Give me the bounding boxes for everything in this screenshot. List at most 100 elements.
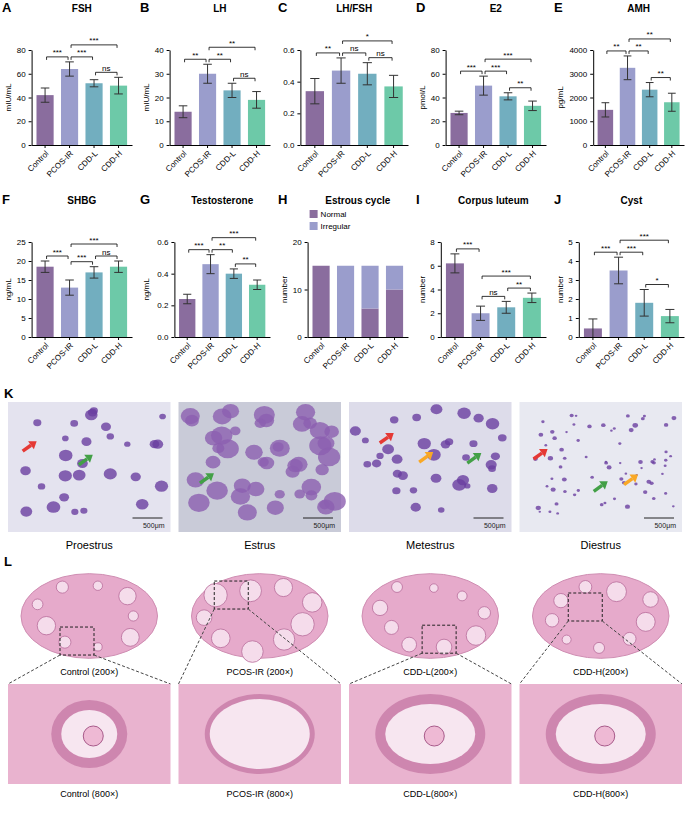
- marks: [598, 56, 680, 145]
- arrow-head: [539, 449, 548, 457]
- significance: ns: [369, 49, 392, 61]
- x-tick-label: CDD-H: [375, 341, 400, 366]
- error-bar: [363, 63, 372, 85]
- significance-label: ns: [350, 44, 358, 53]
- bar: [85, 272, 102, 337]
- error-bar-stem: [454, 254, 455, 273]
- follicle: [607, 582, 627, 602]
- significance-label: **: [516, 280, 522, 289]
- y-tick-mark: [29, 318, 32, 319]
- follicle: [545, 614, 558, 627]
- significance: ***: [71, 36, 117, 48]
- follicle: [240, 580, 262, 602]
- error-bar-stem: [605, 103, 606, 117]
- smear-image: 500μm: [179, 402, 346, 532]
- cell: [270, 440, 290, 457]
- cell: [398, 471, 408, 480]
- significance-label: ***: [502, 268, 511, 277]
- arrow-shaft: [23, 445, 31, 451]
- plot-area: 020406080ControlPCOS-IRCDD-LCDD-HmIU/mL*…: [4, 36, 133, 179]
- error-bar-cap: [65, 280, 74, 281]
- oocyte: [83, 726, 103, 746]
- error-bar-cap: [253, 289, 261, 290]
- zoom-box: [60, 627, 94, 655]
- y-axis: 020406080: [17, 46, 32, 150]
- cell: [258, 457, 269, 467]
- x-tick-mark: [370, 337, 371, 340]
- image-caption: PCOS-IR (800×): [227, 789, 293, 799]
- y-tick-label: 3000: [569, 70, 587, 79]
- x-tick-label: CDD-L: [352, 341, 376, 365]
- cell: [556, 512, 559, 514]
- x-tick-label: CDD-H: [651, 341, 676, 366]
- significance-label: **: [229, 39, 235, 48]
- x-tick-label: CDD-H: [513, 149, 538, 174]
- y-tick-mark: [29, 299, 32, 300]
- error-bar-cap: [114, 272, 123, 273]
- y-axis-line: [170, 51, 171, 146]
- significance: **: [607, 42, 626, 54]
- significance: ***: [456, 240, 479, 252]
- arrow-head: [385, 433, 394, 441]
- error-bar-cap: [602, 102, 610, 103]
- cell: [411, 503, 421, 512]
- marks: [584, 257, 679, 337]
- arrow: [467, 453, 481, 463]
- arrow-head: [629, 475, 638, 483]
- y-tick-label: 0.0: [283, 141, 295, 150]
- cell: [317, 500, 334, 515]
- cell: [188, 494, 210, 512]
- x-tick-label: PCOS-IR: [594, 341, 624, 371]
- error-bar-cap: [41, 261, 50, 262]
- x-axis: ControlPCOS-IRCDD-LCDD-H: [436, 337, 547, 371]
- zoom-box: [422, 625, 456, 653]
- cell: [185, 415, 199, 427]
- significance-label: ***: [77, 253, 86, 262]
- error-bar: [230, 269, 238, 279]
- significance-label: **: [325, 44, 331, 53]
- bar-segment: [337, 266, 354, 337]
- error-bar-cap: [252, 108, 261, 109]
- x-tick-label: PCOS-IR: [45, 149, 75, 179]
- x-tick-label: CDD-L: [216, 341, 240, 365]
- y-tick-mark: [305, 337, 308, 338]
- follicle-antrum: [61, 710, 117, 758]
- x-tick-mark: [257, 337, 258, 340]
- y-axis: 020406080: [431, 46, 446, 150]
- y-tick-mark: [167, 50, 170, 51]
- error-bar-cap: [528, 110, 537, 111]
- y-axis-line: [174, 243, 175, 338]
- cell: [206, 456, 221, 469]
- chart-title: LH: [213, 3, 226, 14]
- x-tick: Control: [574, 337, 599, 366]
- arrow: [200, 473, 214, 483]
- error-bar-cap: [502, 301, 511, 302]
- error-bar-stem: [393, 75, 394, 97]
- cell: [573, 493, 576, 496]
- x-tick: CDD-H: [238, 337, 263, 366]
- y-tick-label: 0: [159, 141, 164, 150]
- chart-title: Cyst: [621, 195, 643, 206]
- chart-title: Estrous cycle: [325, 195, 390, 206]
- x-tick: CDD-L: [490, 145, 514, 173]
- cell: [431, 404, 443, 414]
- image-caption: Proestrus: [66, 539, 114, 551]
- error-bar-cap: [206, 254, 214, 255]
- y-tick-mark: [29, 337, 32, 338]
- error-bar: [602, 103, 610, 117]
- image-background: [349, 570, 512, 662]
- x-tick: CDD-H: [374, 145, 399, 174]
- y-tick: 1000: [569, 117, 593, 126]
- cell: [70, 420, 78, 427]
- arrow-head: [473, 453, 482, 461]
- cell: [575, 415, 578, 417]
- y-tick-mark: [576, 318, 579, 319]
- x-tick-mark: [233, 337, 234, 340]
- bar: [61, 69, 78, 145]
- bar: [524, 106, 541, 145]
- significance-label: ns: [240, 70, 248, 79]
- cell: [59, 450, 73, 461]
- x-tick: Control: [296, 145, 321, 174]
- cell: [486, 418, 499, 429]
- error-bar-cap: [389, 75, 398, 76]
